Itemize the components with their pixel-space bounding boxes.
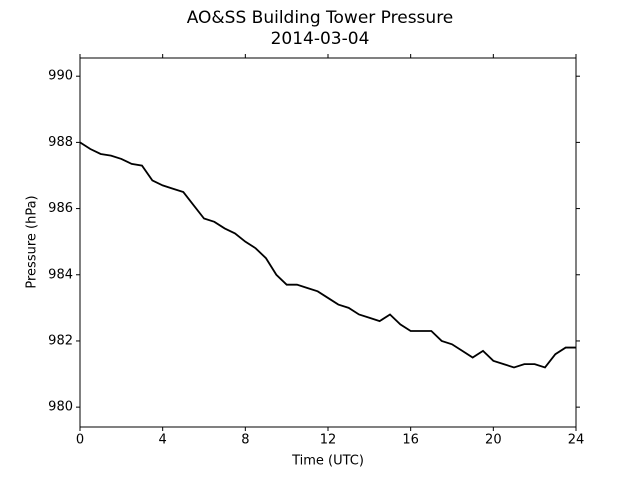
x-tick-label: 4 (159, 433, 167, 448)
chart-subtitle: 2014-03-04 (271, 29, 370, 49)
y-tick-label: 990 (48, 69, 73, 84)
x-tick-label: 24 (568, 433, 585, 448)
y-tick-label: 984 (48, 267, 73, 282)
y-tick-label: 986 (48, 201, 73, 216)
y-tick-label: 980 (48, 400, 73, 415)
x-tick-label: 0 (76, 433, 84, 448)
plot-frame (79, 57, 577, 428)
y-tick-label: 988 (48, 135, 73, 150)
x-axis-label: Time (UTC) (291, 454, 364, 469)
data-line (79, 141, 576, 369)
y-axis-label: Pressure (hPa) (25, 195, 40, 288)
x-tick-label: 12 (320, 433, 337, 448)
x-tick-label: 20 (485, 433, 502, 448)
chart-title: AO&SS Building Tower Pressure (187, 8, 454, 28)
x-tick-label: 16 (402, 433, 419, 448)
y-tick-label: 982 (48, 333, 73, 348)
x-tick-label: 8 (241, 433, 249, 448)
